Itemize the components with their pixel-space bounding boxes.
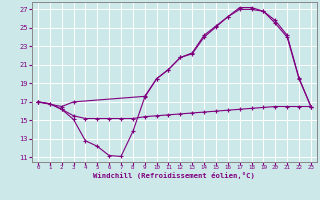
X-axis label: Windchill (Refroidissement éolien,°C): Windchill (Refroidissement éolien,°C) (93, 172, 255, 179)
